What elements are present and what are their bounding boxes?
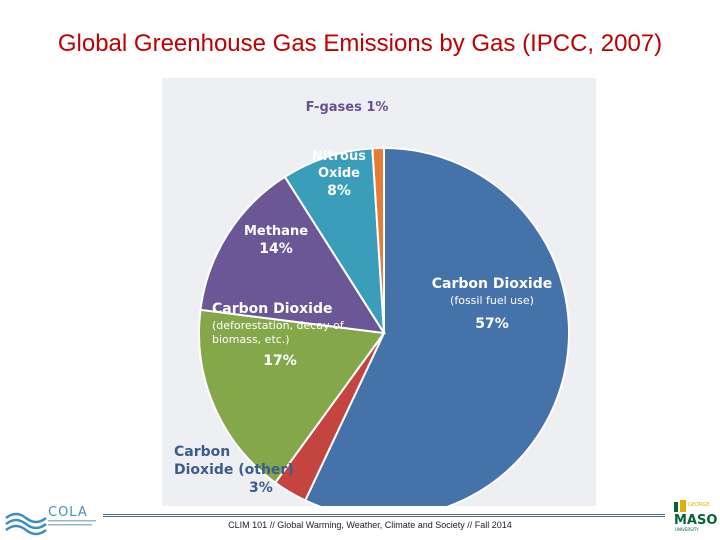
cola-logo: COLA bbox=[5, 505, 96, 536]
slice-label-co2-fossil: Carbon Dioxide (fossil fuel use) 57% bbox=[432, 276, 553, 332]
footer-rule-top bbox=[103, 514, 665, 515]
pie-chart: Carbon Dioxide (fossil fuel use) 57% Carbon… bbox=[174, 100, 570, 506]
svg-text:COLA: COLA bbox=[48, 505, 88, 520]
slice-label-f-gases: F-gases 1% bbox=[306, 100, 389, 115]
svg-text:UNIVERSITY: UNIVERSITY bbox=[675, 527, 699, 532]
pie-slice-3 bbox=[199, 175, 386, 335]
slide-title: Global Greenhouse Gas Emissions by Gas (… bbox=[57, 30, 663, 57]
mason-logo-wordmark: GEORGE MASON UNIVERSITY bbox=[674, 502, 718, 532]
slice-label-co2-deforest: Carbon Dioxide (deforestation, decay of bi… bbox=[212, 301, 345, 369]
slice-label-methane: Methane 14% bbox=[244, 224, 308, 257]
cola-logo-wordmark: COLA bbox=[48, 505, 88, 520]
pie-slice-5 bbox=[371, 146, 385, 334]
footer-rule-bottom bbox=[103, 516, 665, 517]
slice-label-nitrous-oxide: Nitrous Oxide 8% bbox=[312, 149, 366, 199]
pie-slice-2 bbox=[198, 308, 386, 485]
mason-logo: GEORGE MASON UNIVERSITY bbox=[674, 500, 718, 532]
pie-slice-4 bbox=[283, 147, 385, 334]
slice-label-co2-other: Carbon Dioxide (other) 3% bbox=[174, 444, 294, 496]
pie-slice-0 bbox=[303, 146, 570, 506]
svg-text:MASON: MASON bbox=[674, 513, 718, 528]
chart-panel: Carbon Dioxide (fossil fuel use) 57% Carbon… bbox=[162, 78, 596, 506]
svg-text:GEORGE: GEORGE bbox=[688, 502, 709, 508]
footer-text: CLIM 101 // Global Warming, Weather, Cli… bbox=[228, 520, 512, 530]
